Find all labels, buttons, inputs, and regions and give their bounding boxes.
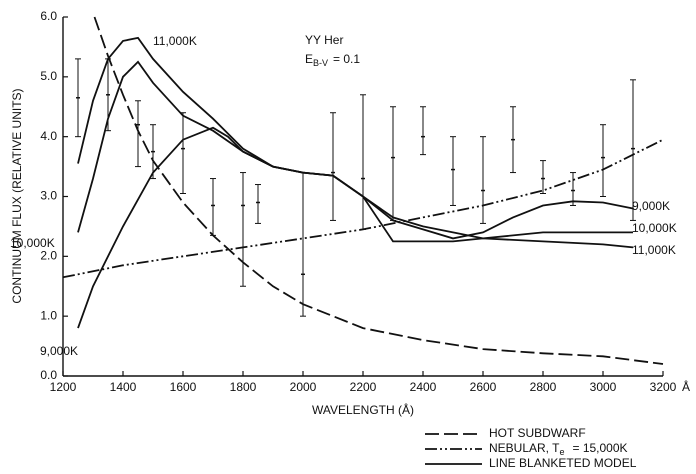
error-bar: [135, 100, 141, 168]
legend-subscript: e: [559, 447, 564, 457]
error-bar: [450, 136, 456, 206]
x-tick-label: 2200: [350, 380, 377, 394]
curve-label: 9,000K: [40, 344, 78, 358]
curve-label: 11,000K: [153, 34, 197, 48]
x-tick-label: 1800: [230, 380, 257, 394]
x-tick-label: 2400: [410, 380, 437, 394]
error-bar: [630, 79, 636, 221]
y-tick-label: 3.0: [40, 189, 57, 203]
y-tick-label: 5.0: [40, 69, 57, 83]
x-tick-label: 1400: [110, 380, 137, 394]
annotation-excess-value: = 0.1: [333, 52, 360, 66]
curve: [77, 36, 634, 249]
curve-label: 10,000K: [632, 221, 677, 235]
error-bar: [510, 106, 516, 174]
annotation-excess-symbol: E: [305, 52, 313, 66]
annotation-object: YY Her: [305, 33, 343, 47]
error-bar: [240, 172, 246, 287]
legend-name: HOT SUBDWARF: [489, 426, 586, 440]
annotation-excess: EB-V = 0.1: [305, 52, 360, 68]
error-bar: [255, 184, 261, 224]
error-bar: [390, 106, 396, 221]
error-bar: [150, 124, 156, 180]
x-tick-label: 3200: [650, 380, 677, 394]
legend-label: LINE BLANKETED MODEL: [489, 456, 637, 470]
error-bar: [600, 124, 606, 197]
y-axis-label: CONTINUUM FLUX (RELATIVE UNITS): [10, 88, 24, 303]
y-tick-label: 4.0: [40, 129, 57, 143]
error-bar: [75, 58, 81, 138]
y-tick-label: 1.0: [40, 308, 57, 322]
error-bar: [480, 136, 486, 224]
x-axis-label: WAVELENGTH (Å): [312, 402, 414, 417]
y-tick-label: 2.0: [40, 249, 57, 263]
y-tick-label: 0.0: [40, 368, 57, 382]
curve: [93, 16, 664, 365]
error-bar: [330, 112, 336, 221]
error-bar: [360, 94, 366, 230]
error-bar: [180, 112, 186, 195]
curve: [77, 60, 633, 243]
x-tick-label: 1200: [50, 380, 77, 394]
legend-label: NEBULAR, Te = 15,000K: [489, 441, 628, 457]
x-unit: Å: [682, 379, 690, 394]
curve-label: 9,000K: [632, 199, 670, 213]
x-tick-label: 2800: [530, 380, 557, 394]
curve-label: 10,000K: [10, 236, 55, 250]
error-bar: [420, 106, 426, 156]
x-tick-label: 2600: [470, 380, 497, 394]
legend-name: NEBULAR, T: [489, 441, 560, 455]
x-tick-label: 3000: [590, 380, 617, 394]
curve: [77, 126, 634, 329]
error-bar: [570, 172, 576, 206]
curve-label: 11,000K: [632, 243, 676, 257]
x-tick-label: 1600: [170, 380, 197, 394]
y-tick-label: 6.0: [40, 9, 57, 23]
error-bar: [300, 172, 306, 317]
curve: [62, 138, 664, 279]
legend-label: HOT SUBDWARF: [489, 426, 586, 440]
annotation-excess-subscript: B-V: [313, 58, 328, 68]
error-bar: [540, 160, 546, 195]
legend-suffix: = 15,000K: [572, 441, 627, 455]
error-bar: [210, 178, 216, 236]
x-tick-label: 2000: [290, 380, 317, 394]
